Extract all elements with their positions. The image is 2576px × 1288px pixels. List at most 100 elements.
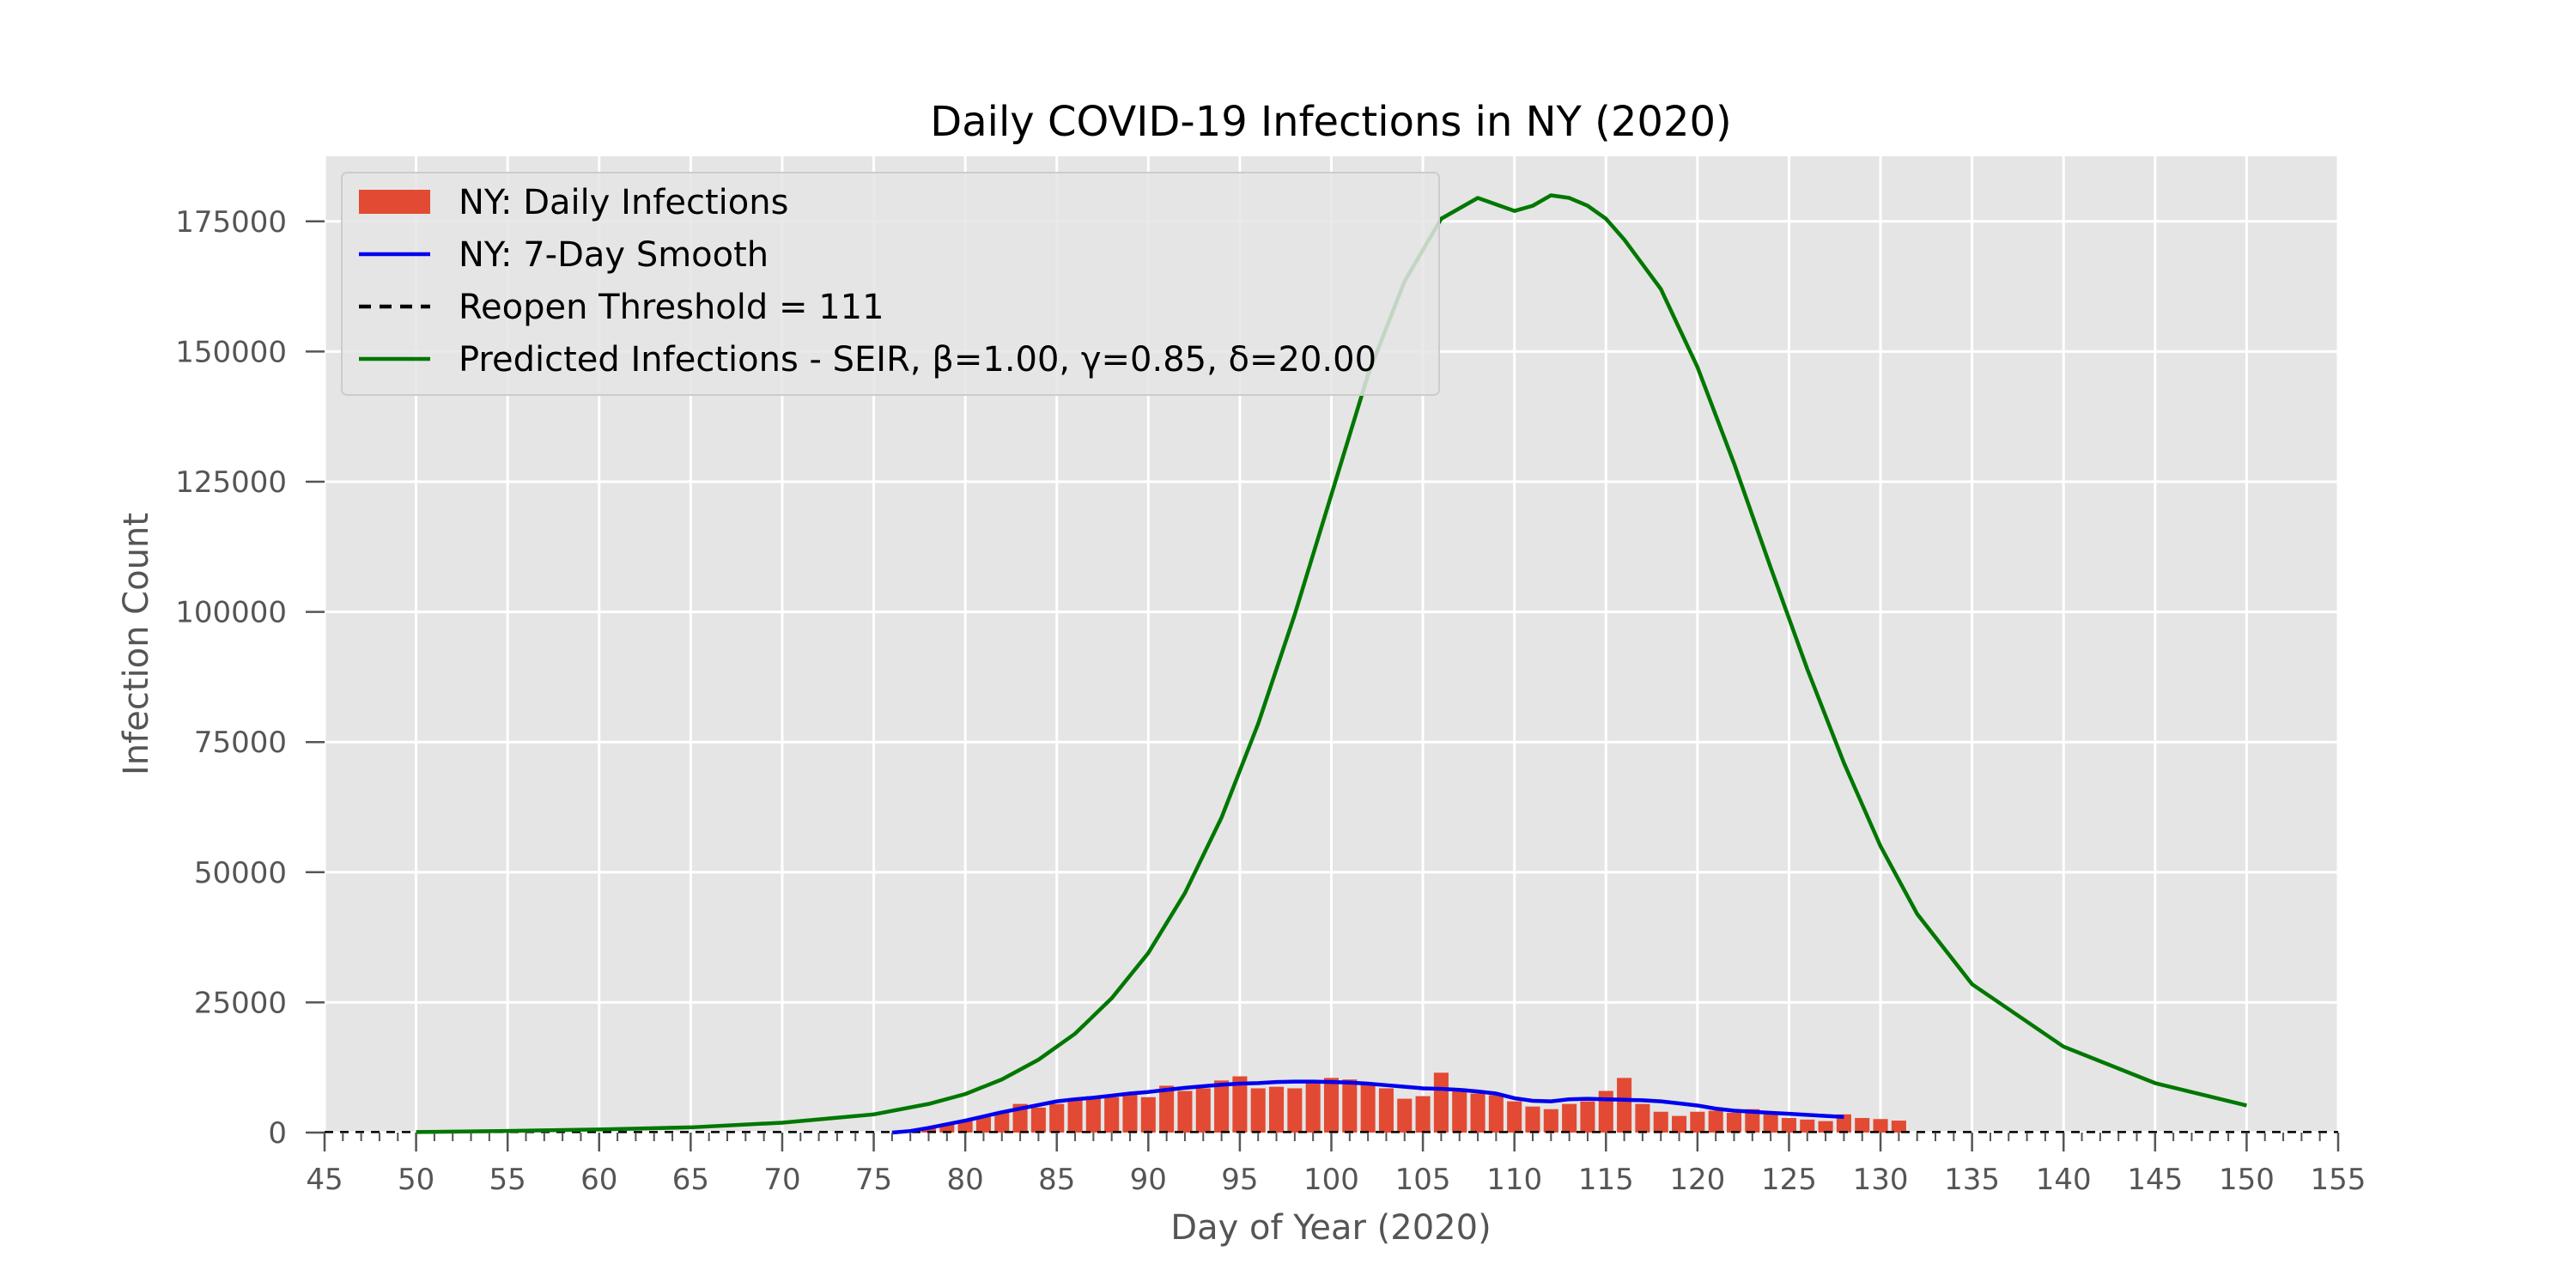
bar-daily-infections bbox=[1726, 1112, 1742, 1133]
axes: 45 50 55 60 65 70 75 80 85 90 95 100 105 110 115 120 125… bbox=[175, 205, 2366, 1197]
legend-box bbox=[341, 172, 1440, 396]
y-tick-label: 150000 bbox=[175, 335, 287, 369]
bar-daily-infections bbox=[1030, 1107, 1046, 1133]
bar-daily-infections bbox=[1745, 1109, 1760, 1133]
x-axis-label: Day of Year (2020) bbox=[1170, 1208, 1491, 1248]
x-tick-label: 85 bbox=[1038, 1163, 1075, 1197]
bar-daily-infections bbox=[975, 1116, 991, 1133]
bar-daily-infections bbox=[1323, 1078, 1340, 1133]
y-tick-label: 175000 bbox=[175, 205, 287, 240]
bar-daily-infections bbox=[1269, 1086, 1285, 1133]
legend-label: Reopen Threshold = 111 bbox=[459, 288, 884, 327]
bar-daily-infections bbox=[1543, 1109, 1558, 1133]
y-tick-label: 75000 bbox=[194, 726, 287, 760]
bar-daily-infections bbox=[1525, 1106, 1540, 1133]
y-tick-label: 0 bbox=[268, 1116, 287, 1151]
bar-daily-infections bbox=[1763, 1114, 1778, 1133]
predicted-infections-line bbox=[416, 193, 2247, 1134]
y-tick-label: 125000 bbox=[175, 465, 287, 500]
y-tick-label: 50000 bbox=[194, 856, 287, 890]
bar-daily-infections bbox=[1397, 1098, 1413, 1133]
bar-daily-infections bbox=[1470, 1093, 1485, 1133]
bar-daily-infections bbox=[1049, 1103, 1065, 1133]
legend-label: NY: Daily Infections bbox=[459, 183, 788, 222]
bar-daily-infections bbox=[957, 1121, 973, 1133]
bar-daily-infections bbox=[1653, 1111, 1668, 1133]
x-tick-label: 45 bbox=[306, 1163, 343, 1197]
legend: NY: Daily Infections NY: 7-Day Smooth Reop… bbox=[341, 172, 1440, 396]
x-tick-label: 55 bbox=[489, 1163, 526, 1197]
bar-daily-infections bbox=[1342, 1079, 1358, 1133]
x-tick-label: 50 bbox=[398, 1163, 434, 1197]
x-tick-label: 95 bbox=[1221, 1163, 1258, 1197]
x-tick-label: 145 bbox=[2127, 1163, 2183, 1197]
bar-daily-infections bbox=[1452, 1088, 1467, 1133]
bar-daily-infections bbox=[1800, 1119, 1815, 1133]
bar-daily-infections bbox=[1214, 1080, 1230, 1133]
bar-daily-infections bbox=[1195, 1088, 1211, 1133]
y-tick-label: 100000 bbox=[175, 596, 287, 630]
x-tick-label: 70 bbox=[763, 1163, 800, 1197]
bar-daily-infections bbox=[1598, 1091, 1613, 1133]
bar-daily-infections bbox=[1818, 1121, 1833, 1133]
x-tick-label: 80 bbox=[947, 1163, 984, 1197]
x-tick-label: 120 bbox=[1669, 1163, 1725, 1197]
bar-daily-infections bbox=[1855, 1118, 1870, 1133]
bar-daily-infections bbox=[1250, 1088, 1266, 1133]
bar-daily-infections bbox=[1836, 1114, 1851, 1133]
bar-daily-infections bbox=[1635, 1103, 1650, 1133]
bar-daily-infections bbox=[1488, 1095, 1504, 1133]
bar-daily-infections bbox=[1562, 1103, 1577, 1133]
x-tick-label: 130 bbox=[1853, 1163, 1909, 1197]
x-tick-label: 105 bbox=[1395, 1163, 1451, 1197]
bar-daily-infections bbox=[1067, 1098, 1083, 1133]
bar-daily-infections bbox=[1708, 1110, 1723, 1133]
x-tick-label: 140 bbox=[2036, 1163, 2092, 1197]
bar-daily-infections bbox=[1085, 1096, 1101, 1133]
bar-daily-infections bbox=[920, 1128, 937, 1133]
bar-daily-infections bbox=[1415, 1096, 1431, 1133]
bar-daily-infections bbox=[1891, 1121, 1906, 1133]
bar-daily-infections bbox=[939, 1124, 955, 1133]
seven-day-smooth-line bbox=[891, 1079, 1844, 1135]
bar-daily-infections bbox=[1873, 1119, 1888, 1133]
x-tick-label: 135 bbox=[1944, 1163, 2000, 1197]
x-tick-label: 90 bbox=[1130, 1163, 1167, 1197]
bar-daily-infections bbox=[1690, 1111, 1705, 1133]
bar-daily-infections bbox=[1287, 1088, 1303, 1133]
bar-daily-infections bbox=[1305, 1080, 1321, 1133]
x-tick-label: 110 bbox=[1486, 1163, 1542, 1197]
bar-daily-infections bbox=[1672, 1115, 1687, 1133]
bar-daily-infections bbox=[1580, 1101, 1595, 1133]
bar-daily-infections bbox=[1378, 1088, 1394, 1133]
x-tick-label: 60 bbox=[580, 1163, 617, 1197]
x-tick-label: 155 bbox=[2311, 1163, 2366, 1197]
bar-daily-infections bbox=[1507, 1101, 1522, 1133]
bar-daily-infections bbox=[994, 1111, 1010, 1133]
bar-daily-infections bbox=[1122, 1093, 1138, 1133]
x-tick-label: 100 bbox=[1303, 1163, 1359, 1197]
bar-daily-infections bbox=[1617, 1078, 1632, 1133]
legend-label: NY: 7-Day Smooth bbox=[459, 235, 769, 275]
bar-daily-infections bbox=[1177, 1091, 1193, 1133]
x-tick-label: 115 bbox=[1578, 1163, 1634, 1197]
bar-daily-infections bbox=[1433, 1072, 1449, 1133]
bar-daily-infections bbox=[1104, 1097, 1120, 1133]
bar-daily-infections bbox=[1159, 1085, 1175, 1133]
x-tick-label: 75 bbox=[855, 1163, 892, 1197]
bar-daily-infections bbox=[1232, 1076, 1248, 1133]
y-axis-label: Infection Count bbox=[117, 513, 156, 775]
x-tick-label: 65 bbox=[672, 1163, 709, 1197]
bars-daily-infections bbox=[902, 1072, 1906, 1133]
legend-label: Predicted Infections - SEIR, β=1.00, γ=0… bbox=[459, 340, 1376, 380]
x-tick-label: 125 bbox=[1761, 1163, 1817, 1197]
chart-title: Daily COVID-19 Infections in NY (2020) bbox=[930, 98, 1732, 146]
series-lines bbox=[325, 193, 2338, 1135]
legend-swatch-bar bbox=[359, 190, 430, 214]
bar-daily-infections bbox=[1360, 1083, 1376, 1133]
bar-daily-infections bbox=[1140, 1097, 1156, 1133]
bar-daily-infections bbox=[1781, 1118, 1796, 1133]
x-tick-label: 150 bbox=[2219, 1163, 2275, 1197]
y-tick-label: 25000 bbox=[194, 986, 287, 1020]
